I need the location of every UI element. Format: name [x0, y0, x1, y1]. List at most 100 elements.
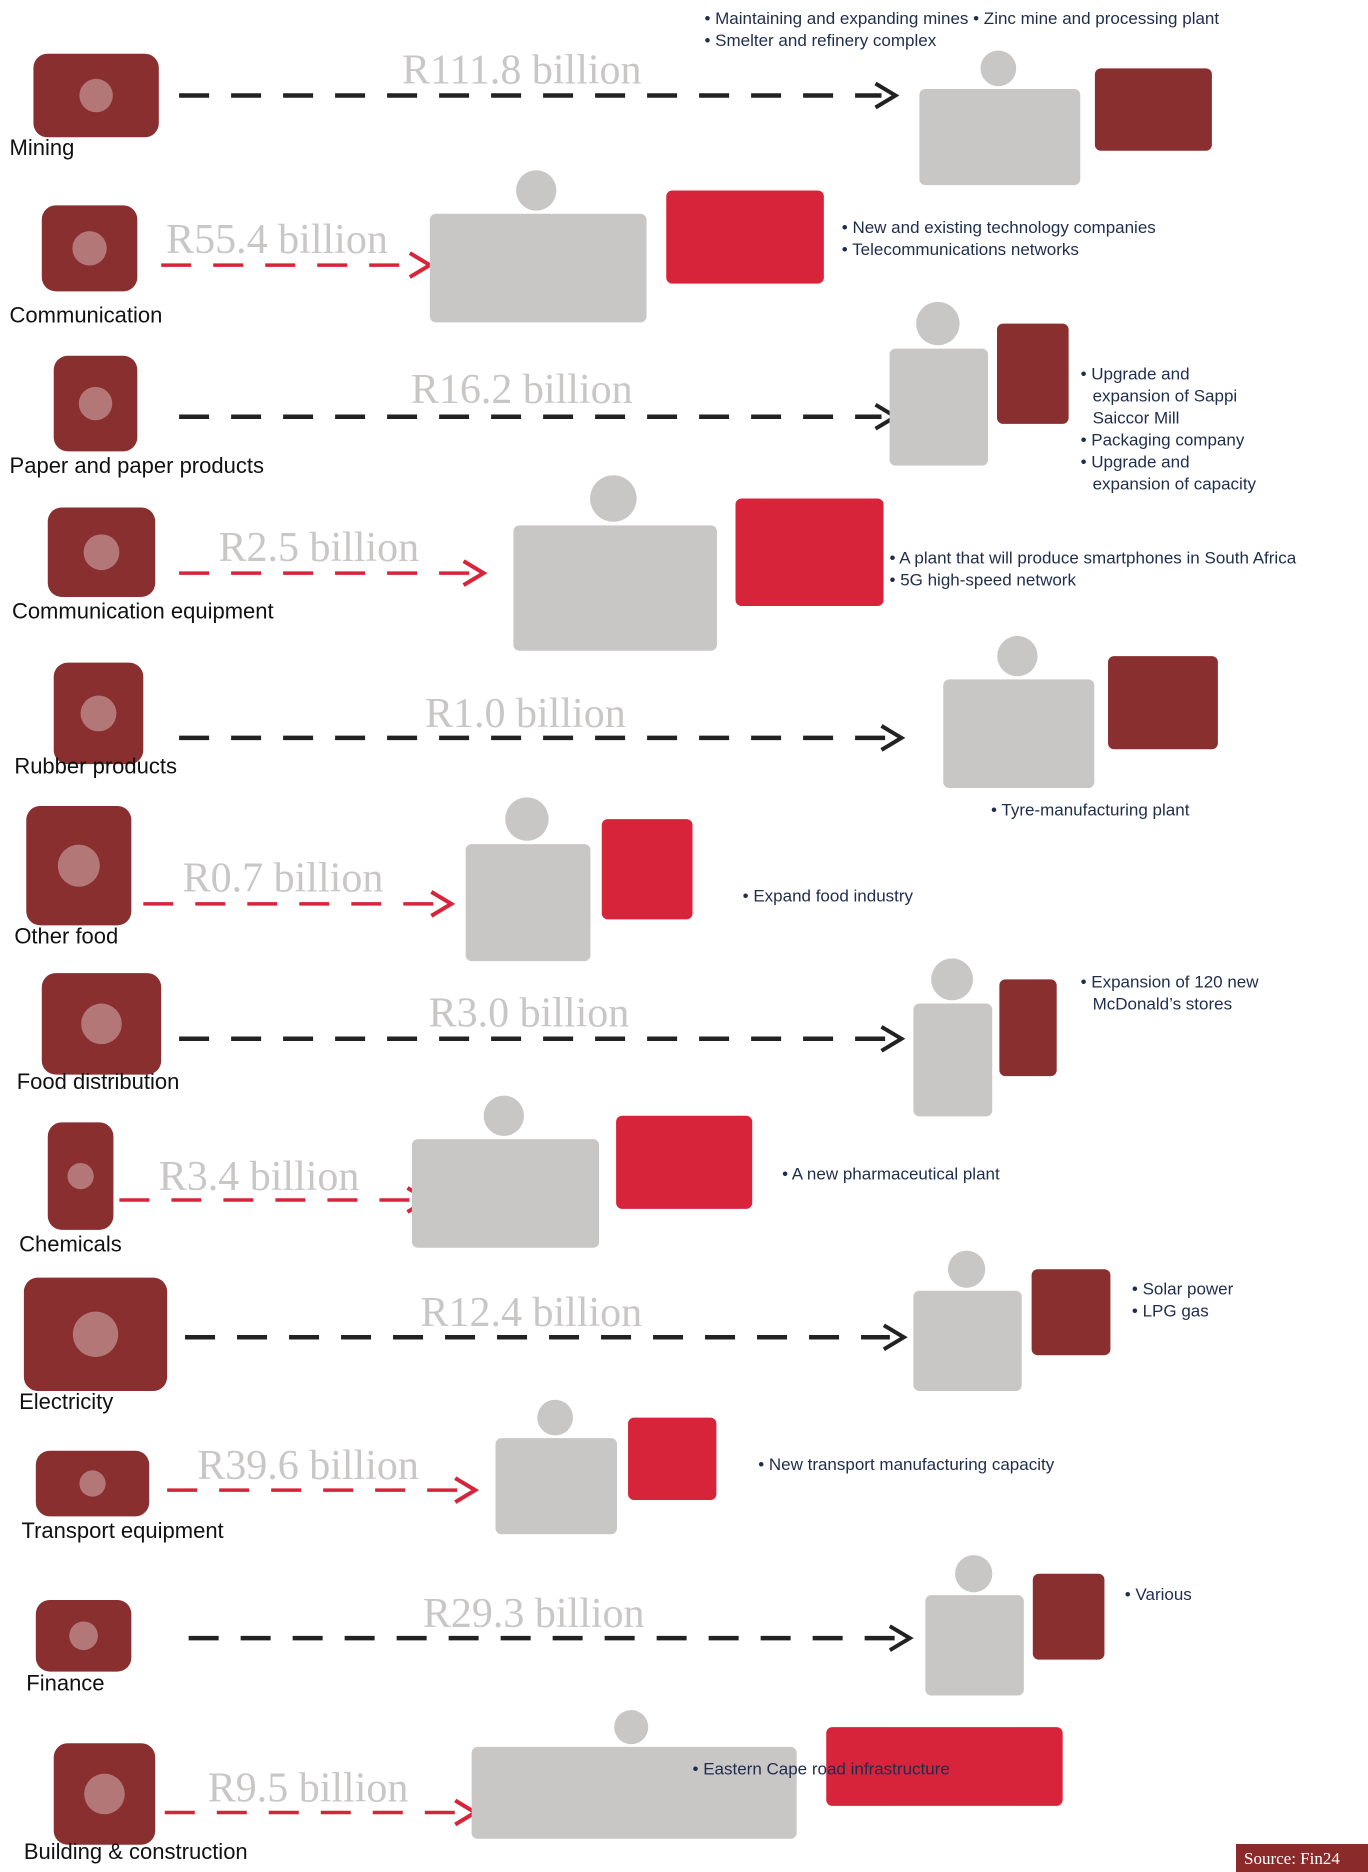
note: • Solar power	[1132, 1279, 1234, 1298]
sector-row: Building & construction R9.5 billion • Eas…	[24, 1710, 1063, 1864]
illustration	[981, 51, 1017, 87]
sector-row: Mining R111.8 billion • Maintaining and ex…	[10, 9, 1220, 185]
sector-icon-detail	[84, 1774, 125, 1815]
investment-amount: R29.3 billion	[423, 1591, 645, 1637]
note: • Expand food industry	[743, 887, 914, 906]
sector-label: Paper and paper products	[10, 453, 264, 478]
investment-amount: R55.4 billion	[166, 217, 388, 263]
note: • Smelter and refinery complex	[704, 31, 936, 50]
illustration	[537, 1400, 573, 1436]
illustration	[736, 498, 884, 605]
sector-label: Other food	[14, 923, 118, 948]
illustration	[590, 475, 637, 522]
illustration	[496, 1438, 617, 1534]
illustration	[513, 525, 717, 650]
arrow-head	[410, 253, 430, 277]
illustration	[919, 89, 1080, 185]
illustration	[997, 636, 1037, 676]
illustration	[466, 844, 591, 961]
note: • Various	[1125, 1585, 1192, 1604]
arrow-head	[455, 1478, 475, 1502]
note: • Upgrade and	[1081, 453, 1190, 472]
illustration	[931, 958, 973, 1000]
arrow-head	[431, 892, 451, 916]
illustration	[628, 1418, 716, 1500]
sector-icon-detail	[58, 845, 100, 887]
sector-icon-detail	[69, 1621, 98, 1650]
sector-row: Transport equipment R39.6 billion • New tr…	[21, 1400, 1054, 1543]
illustration	[614, 1710, 648, 1744]
sector-label: Finance	[26, 1671, 104, 1696]
sector-icon-detail	[79, 1470, 105, 1496]
note: • 5G high-speed network	[890, 571, 1077, 590]
investment-amount: R111.8 billion	[402, 47, 642, 93]
investment-amount: R3.4 billion	[159, 1154, 360, 1200]
sector-icon-detail	[67, 1163, 93, 1189]
illustration	[955, 1555, 992, 1592]
source: Source: Fin24	[1244, 1849, 1340, 1868]
note: • Expansion of 120 new	[1081, 972, 1260, 991]
investment-amount: R9.5 billion	[208, 1765, 409, 1811]
sector-row: Electricity R12.4 billion • Solar power • L…	[19, 1251, 1234, 1414]
sector-row: Paper and paper products R16.2 billion • U…	[10, 302, 1257, 494]
sector-icon-detail	[84, 534, 120, 570]
illustration	[948, 1251, 985, 1288]
note: expansion of Sappi	[1093, 387, 1238, 406]
illustration	[943, 679, 1094, 788]
sector-icon-detail	[81, 696, 117, 732]
illustration	[913, 1291, 1021, 1391]
illustration	[516, 170, 556, 210]
illustration	[602, 819, 693, 919]
illustration	[913, 1004, 992, 1117]
investment-amount: R39.6 billion	[197, 1443, 419, 1489]
sector-label: Electricity	[19, 1389, 113, 1414]
note: • Packaging company	[1081, 431, 1245, 450]
note: McDonald’s stores	[1093, 994, 1233, 1013]
illustration	[999, 979, 1056, 1076]
sector-row: Communication R55.4 billion • New and exis…	[10, 170, 1156, 327]
illustration	[505, 797, 548, 840]
sector-icon-detail	[72, 231, 106, 265]
note: • A plant that will produce smartphones …	[890, 549, 1297, 568]
sector-icon-detail	[73, 1312, 118, 1357]
illustration	[616, 1116, 752, 1209]
illustration	[1108, 656, 1218, 749]
illustration	[997, 324, 1069, 424]
sector-label: Transport equipment	[21, 1518, 223, 1543]
note: • New and existing technology companies	[842, 218, 1156, 237]
sector-icon-detail	[81, 1004, 122, 1045]
sector-label: Mining	[10, 135, 75, 160]
sector-row: Chemicals R3.4 billion • A new pharmaceuti…	[19, 1096, 1000, 1257]
note: • Eastern Cape road infrastructure	[693, 1759, 950, 1778]
investment-amount: R1.0 billion	[425, 691, 626, 737]
sector-label: Communication equipment	[12, 598, 274, 623]
sector-icon-detail	[79, 387, 112, 420]
sector-label: Communication	[10, 302, 163, 327]
note: • Upgrade and	[1081, 365, 1190, 384]
illustration	[430, 214, 647, 323]
sector-label: Rubber products	[14, 754, 177, 779]
illustration	[484, 1096, 524, 1136]
illustration	[925, 1595, 1024, 1695]
illustration	[890, 349, 989, 466]
sector-label: Chemicals	[19, 1231, 122, 1256]
note: • Maintaining and expanding mines • Zinc…	[704, 9, 1219, 28]
investment-amount: R16.2 billion	[411, 367, 633, 413]
note: expansion of capacity	[1093, 475, 1257, 494]
illustration	[916, 302, 959, 345]
sector-row: Rubber products R1.0 billion • Tyre-manufa…	[14, 636, 1218, 820]
investment-amount: R12.4 billion	[420, 1290, 642, 1336]
note: • LPG gas	[1132, 1301, 1209, 1320]
sector-row: Finance R29.3 billion • Various	[26, 1555, 1192, 1696]
note: • Telecommunications networks	[842, 240, 1079, 259]
note: • New transport manufacturing capacity	[758, 1455, 1055, 1474]
note: • A new pharmaceutical plant	[782, 1165, 1000, 1184]
note: • Tyre-manufacturing plant	[991, 801, 1190, 820]
sector-label: Building & construction	[24, 1839, 248, 1864]
infographic: Source: Fin24 Mining R111.8 billion • Main…	[0, 0, 1368, 1872]
note: Saiccor Mill	[1093, 409, 1180, 428]
illustration	[1032, 1269, 1111, 1355]
